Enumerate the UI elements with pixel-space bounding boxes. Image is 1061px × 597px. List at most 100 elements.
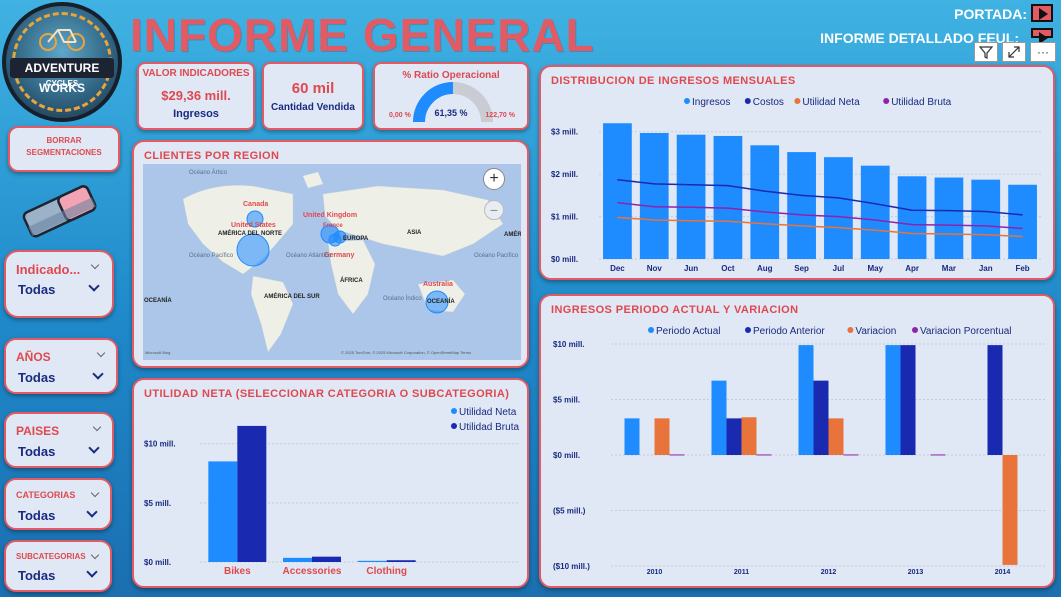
kpi-ingresos-card: VALOR INDICADORES $29,36 mill. Ingresos [137, 62, 255, 130]
bar-periodo-actual [711, 380, 727, 455]
y-tick-label: $5 mill. [553, 396, 580, 405]
bar-variacion [1002, 455, 1018, 565]
legend-marker [744, 98, 751, 104]
chevron-down-icon[interactable] [88, 280, 100, 292]
x-tick-label: May [867, 264, 883, 273]
nav-detallado-label: INFORME DETALLADO FEUL: [820, 30, 1019, 46]
map-label: United Kingdom [303, 212, 357, 219]
x-tick-label: Clothing [366, 566, 407, 577]
slicer-paises-label: PAISES [16, 424, 60, 438]
kpi-ingresos-label: Ingresos [173, 108, 219, 120]
logo-subtext: CYCLES [45, 79, 79, 88]
bing-logo: Microsoft Bing [145, 350, 170, 355]
x-tick-label: Mar [942, 264, 956, 273]
bar-periodo-actual [624, 418, 640, 455]
slicer-categorias-value: Todas [18, 508, 56, 523]
bar-ingresos [1008, 184, 1037, 259]
chevron-down-icon[interactable] [92, 368, 104, 380]
bar-periodo-anterior [726, 418, 742, 455]
bar-ingresos [676, 134, 706, 259]
filter-icon[interactable] [974, 42, 998, 62]
distribucion-chart[interactable]: Ingresos Costos Utilidad Neta Utilidad Brut… [541, 67, 1053, 278]
legend-label: Utilidad Bruta [891, 97, 951, 108]
bar-utilidad-bruta [386, 560, 416, 562]
slicer-indicador[interactable]: Indicado... Todas [4, 250, 114, 318]
slicer-anios[interactable]: AÑOS Todas [4, 338, 118, 394]
nav-portada-label: PORTADA: [954, 6, 1027, 22]
slicer-indicador-value: Todas [18, 282, 56, 297]
x-tick-label: Accessories [283, 566, 342, 577]
bar-variacion-porcentual [930, 454, 946, 456]
y-tick-label: $1 mill. [551, 213, 578, 222]
y-tick-label: $10 mill. [553, 340, 585, 349]
x-tick-label: Apr [905, 264, 919, 273]
map-panel: CLIENTES POR REGION Océano Ártico Canada… [132, 140, 529, 368]
bar-utilidad-neta [357, 560, 387, 562]
x-tick-label: Aug [757, 264, 773, 273]
map-label: Océano Ártico [189, 169, 228, 176]
slicer-subcategorias[interactable]: SUBCATEGORIAS Todas [4, 540, 112, 592]
map-label: OCEANÍA [427, 297, 455, 305]
chevron-down-icon[interactable] [86, 506, 98, 518]
bar-ingresos [897, 176, 927, 259]
legend-marker [745, 327, 751, 333]
slicer-anios-label: AÑOS [16, 350, 51, 364]
eraser-icon[interactable] [16, 180, 104, 240]
map-label: Océano Atlántico [286, 253, 332, 259]
slicer-paises[interactable]: PAISES Todas [4, 412, 114, 468]
kpi-cantidad-label: Cantidad Vendida [271, 102, 355, 113]
nav-portada-button[interactable] [1031, 4, 1053, 22]
kpi-cantidad-card: 60 mil Cantidad Vendida [262, 62, 364, 130]
distribucion-title: DISTRIBUCION DE INGRESOS MENSUALES [551, 75, 796, 87]
x-tick-label: Dec [610, 264, 625, 273]
map-bubble-germany[interactable] [333, 230, 347, 244]
kpi-ratio-title: % Ratio Operacional [402, 70, 500, 81]
map-bubble-australia[interactable] [425, 290, 449, 314]
bar-periodo-anterior [900, 345, 916, 455]
x-tick-label: 2011 [734, 569, 749, 576]
nav-detallado-button[interactable] [1031, 28, 1053, 44]
map-label: AMÉRICA DEL NORTE [218, 229, 282, 237]
y-tick-label: ($5 mill.) [553, 507, 586, 516]
x-tick-label: Oct [721, 264, 735, 273]
chevron-down-icon[interactable] [88, 442, 100, 454]
zoom-in-button[interactable]: + [483, 168, 505, 190]
bar-utilidad-bruta [312, 556, 341, 562]
map-label: ASIA [407, 230, 422, 236]
bike-icon [39, 29, 85, 51]
bar-variacion [741, 417, 757, 455]
borrar-segmentaciones-button[interactable]: BORRAR SEGMENTACIONES [8, 126, 120, 172]
legend-label: Variacion [855, 326, 896, 337]
chevron-down-icon [96, 348, 106, 358]
kpi-ratio-max: 122,70 % [485, 112, 515, 119]
y-tick-label: $3 mill. [551, 128, 578, 137]
chevron-down-icon[interactable] [86, 566, 98, 578]
bar-periodo-actual [885, 345, 901, 455]
map-label: France [323, 223, 343, 229]
map-bubble-united-states[interactable] [236, 233, 270, 267]
x-tick-label: 2013 [908, 569, 924, 576]
legend-marker [451, 408, 457, 414]
chevron-down-icon [92, 422, 102, 432]
bar-utilidad-neta [283, 557, 312, 562]
focus-mode-icon[interactable] [1002, 42, 1026, 62]
map-label: Océano Índico [383, 295, 422, 302]
legend-marker [847, 327, 854, 333]
utilidad-title: UTILIDAD NETA (SELECCIONAR CATEGORIA O S… [144, 388, 510, 400]
ratio-gauge [413, 82, 493, 123]
adventure-works-logo: ADVENTURE WORKS CYCLES [2, 2, 122, 122]
legend-label: Costos [753, 97, 784, 108]
slicer-categorias[interactable]: CATEGORIAS Todas [4, 478, 112, 530]
zoom-out-button[interactable]: − [484, 200, 504, 220]
legend-marker [684, 98, 690, 104]
utilidad-chart[interactable]: Utilidad Neta Utilidad Bruta $10 mill. $5 m… [134, 380, 527, 586]
bar-periodo-anterior [813, 380, 829, 455]
x-tick-label: 2010 [647, 569, 663, 576]
world-map[interactable]: Océano Ártico Canada United States AMÉRI… [143, 164, 521, 360]
kpi-cantidad-value: 60 mil [291, 80, 335, 97]
legend-label: Periodo Anterior [753, 326, 825, 337]
periodo-chart[interactable]: Periodo Actual Periodo Anterior Variacion V… [541, 296, 1053, 586]
map-bubble-canada[interactable] [246, 210, 264, 228]
bar-utilidad-neta [208, 461, 238, 562]
more-options-icon[interactable]: ··· [1030, 42, 1056, 62]
